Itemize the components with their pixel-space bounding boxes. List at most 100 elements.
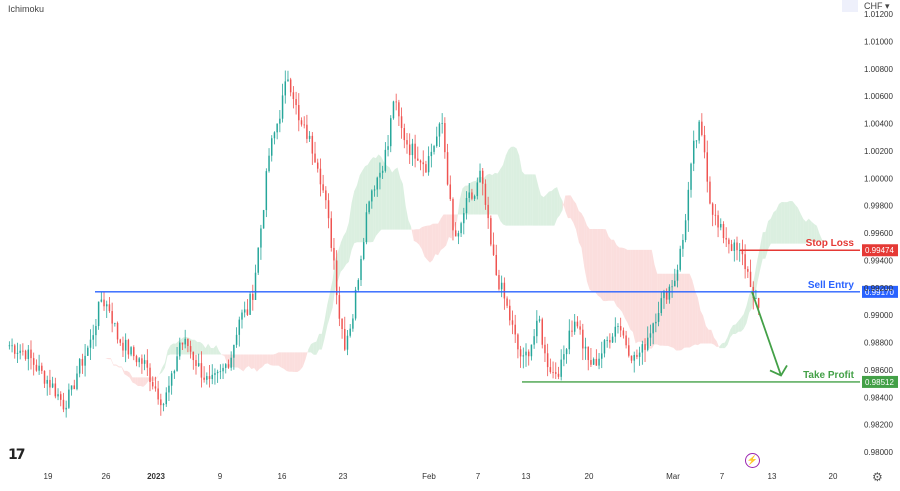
candle-body <box>46 380 47 384</box>
cloud-segment <box>403 184 406 230</box>
cloud-segment <box>527 174 530 225</box>
cloud-segment <box>143 377 146 387</box>
cloud-segment <box>92 350 95 353</box>
cloud-segment <box>330 280 333 317</box>
candle-body <box>674 281 675 287</box>
candle-body <box>520 349 521 356</box>
candle-body <box>506 298 507 305</box>
candle-body <box>36 365 37 371</box>
cloud-segment <box>262 355 265 368</box>
cloud-segment <box>362 166 365 242</box>
candle-body <box>460 223 461 233</box>
candle-body <box>661 298 662 313</box>
cloud-segment <box>730 325 733 337</box>
gear-icon[interactable]: ⚙ <box>872 470 883 484</box>
cloud-segment <box>211 348 214 355</box>
candle-body <box>623 330 624 335</box>
candle-body <box>38 366 39 371</box>
candle-body <box>525 352 526 356</box>
cloud-segment <box>419 227 422 249</box>
cloud-segment <box>430 224 433 263</box>
cloud-segment <box>195 340 198 355</box>
cloud-segment <box>784 202 787 244</box>
candles <box>9 71 760 418</box>
cloud-segment <box>311 342 314 354</box>
candle-body <box>244 309 245 312</box>
candle-body <box>79 359 80 373</box>
candle-body <box>431 152 432 156</box>
cloud-segment <box>341 236 344 272</box>
candle-body <box>696 140 697 141</box>
cloud-segment <box>346 222 349 264</box>
cloud-segment <box>168 346 171 356</box>
y-tick-label: 0.98600 <box>864 366 893 375</box>
candle-body <box>84 356 85 366</box>
cloud-segment <box>511 147 514 226</box>
currency-selector[interactable]: CHF ▾ <box>864 1 890 12</box>
candle-body <box>114 323 115 324</box>
cloud-segment <box>246 355 249 368</box>
candle-body <box>228 364 229 368</box>
candle-body <box>74 385 75 389</box>
candle-body <box>376 178 377 190</box>
cloud-segment <box>489 174 492 215</box>
cloud-segment <box>790 201 793 244</box>
candle-body <box>82 359 83 366</box>
cloud-segment <box>792 201 795 243</box>
x-tick-label: 20 <box>585 472 594 481</box>
candle-body <box>644 344 645 350</box>
candle-body <box>717 215 718 227</box>
candle-body <box>312 136 313 154</box>
top-tab[interactable] <box>842 0 858 12</box>
cloud-segment <box>655 264 658 344</box>
candle-body <box>544 345 545 354</box>
candle-body <box>109 304 110 311</box>
cloud-segment <box>219 351 222 355</box>
candle-body <box>179 343 180 357</box>
cloud-segment <box>276 352 279 365</box>
cloud-segment <box>122 366 125 374</box>
candle-body <box>428 156 429 172</box>
x-tick-label: 7 <box>720 472 725 481</box>
cloud-segment <box>663 274 666 346</box>
candle-body <box>76 374 77 390</box>
cloud-segment <box>360 171 363 243</box>
candle-body <box>371 190 372 201</box>
candle-body <box>498 275 499 289</box>
lightning-icon[interactable]: ⚡ <box>745 453 760 468</box>
cloud-segment <box>116 365 119 368</box>
candle-body <box>728 240 729 245</box>
cloud-segment <box>324 305 327 339</box>
candle-body <box>558 374 559 377</box>
candle-body <box>715 215 716 216</box>
candle-body <box>60 394 61 400</box>
candle-body <box>422 162 423 164</box>
cloud-segment <box>557 187 560 219</box>
cloud-segment <box>695 291 698 345</box>
cloud-segment <box>768 218 771 249</box>
price-tag-label: 0.98512 <box>865 378 894 387</box>
projection-arrow <box>752 292 781 376</box>
candle-body <box>433 146 434 152</box>
cloud-segment <box>422 226 425 256</box>
cloud-segment <box>327 293 330 326</box>
candle-body <box>477 182 478 196</box>
candle-body <box>531 345 532 357</box>
cloud-segment <box>600 229 603 301</box>
x-tick-label: 13 <box>768 472 777 481</box>
candle-body <box>149 368 150 382</box>
y-tick-label: 0.98400 <box>864 393 893 402</box>
cloud-segment <box>517 148 520 225</box>
cloud-segment <box>265 355 268 365</box>
cloud-segment <box>573 200 576 230</box>
candle-body <box>441 123 442 124</box>
cloud-segment <box>568 195 571 218</box>
candle-body <box>712 204 713 215</box>
cloud-segment <box>498 169 501 221</box>
cloud-segment <box>679 274 682 351</box>
candle-body <box>339 295 340 319</box>
candle-body <box>203 378 204 380</box>
candle-body <box>95 326 96 335</box>
